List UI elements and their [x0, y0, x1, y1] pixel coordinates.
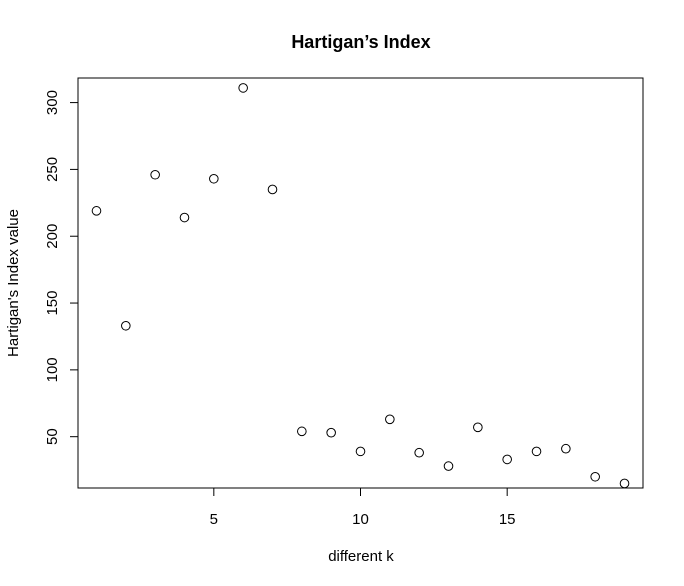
x-tick-label: 10 — [352, 511, 369, 528]
chart-title: Hartigan’s Index — [291, 32, 430, 52]
plot-frame — [77, 77, 644, 489]
data-point — [297, 426, 307, 437]
data-point — [355, 446, 366, 457]
data-point — [121, 320, 131, 331]
data-point — [326, 427, 336, 438]
y-tick-label: 50 — [44, 428, 61, 445]
y-tick-label: 200 — [44, 224, 61, 249]
y-tick-label: 100 — [44, 357, 61, 382]
y-axis: 50 100 150 200 250 300 — [44, 90, 78, 445]
data-point — [502, 454, 512, 465]
data-point — [590, 471, 600, 482]
data-point — [150, 169, 160, 180]
data-point — [531, 446, 542, 457]
y-tick-label: 150 — [44, 291, 61, 316]
x-axis: 5 10 15 — [210, 488, 516, 528]
x-axis-title: different k — [328, 548, 394, 565]
data-point — [179, 212, 190, 223]
data-point — [385, 414, 395, 425]
data-point — [238, 83, 248, 93]
data-point — [561, 443, 571, 454]
y-tick-label: 300 — [44, 90, 61, 115]
data-point — [414, 447, 424, 458]
y-tick-label: 250 — [44, 157, 61, 182]
data-point — [267, 184, 278, 195]
data-point — [473, 422, 483, 433]
data-point — [619, 478, 630, 489]
x-tick-label: 15 — [499, 511, 516, 528]
y-axis-title: Hartigan's Index value — [5, 209, 22, 357]
data-points — [91, 83, 630, 489]
x-tick-label: 5 — [210, 511, 218, 528]
data-point — [91, 206, 102, 216]
data-point — [443, 461, 454, 471]
data-point — [209, 173, 219, 184]
